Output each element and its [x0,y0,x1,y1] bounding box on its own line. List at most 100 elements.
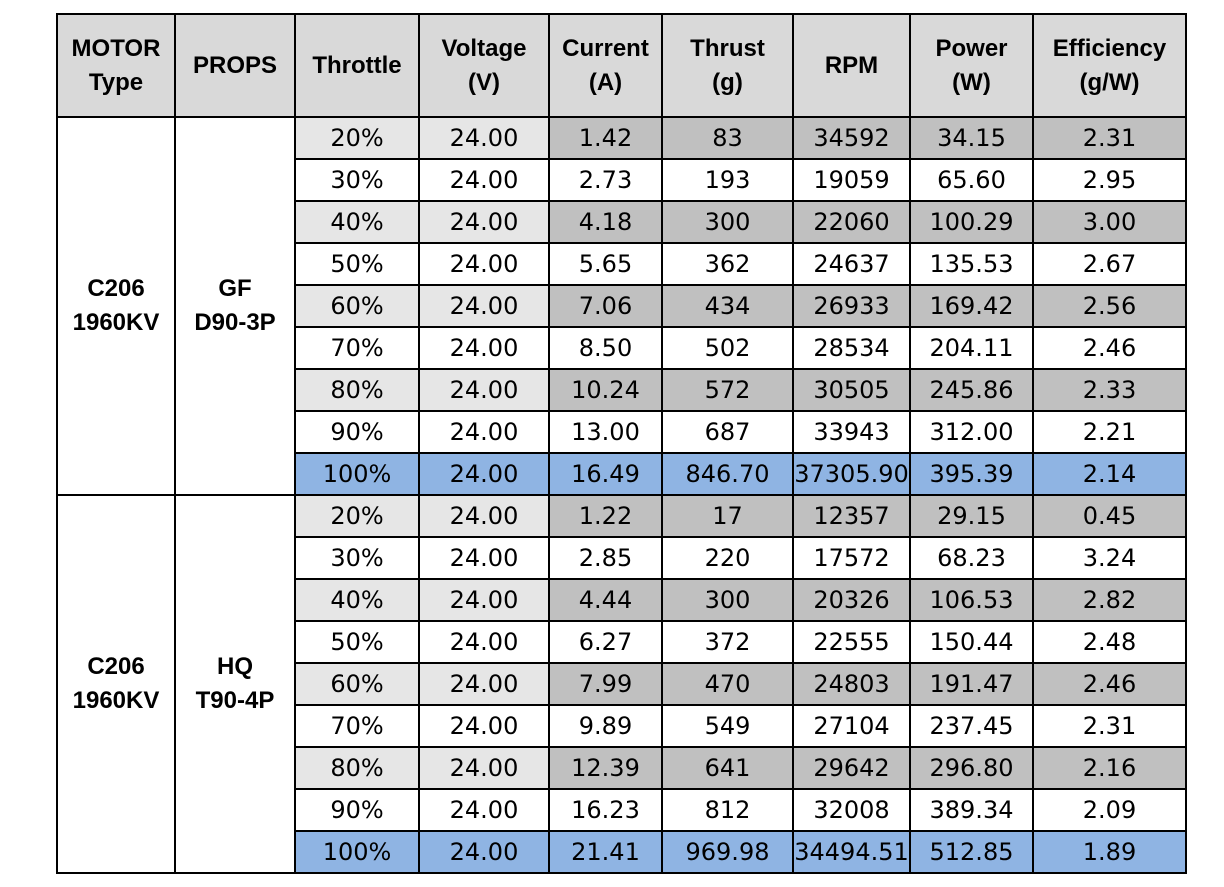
current-cell: 1.22 [548,494,663,538]
power-cell: 150.44 [909,620,1034,664]
power-cell: 512.85 [909,830,1034,874]
power-cell: 169.42 [909,284,1034,328]
thrust-cell: 300 [661,578,794,622]
efficiency-cell: 3.24 [1032,536,1187,580]
rpm-cell: 29642 [792,746,911,790]
power-cell: 68.23 [909,536,1034,580]
throttle-cell: 100% [294,830,420,874]
rpm-cell: 27104 [792,704,911,748]
current-cell: 12.39 [548,746,663,790]
power-cell: 65.60 [909,158,1034,202]
current-cell: 7.99 [548,662,663,706]
rpm-cell: 20326 [792,578,911,622]
rpm-cell: 30505 [792,368,911,412]
efficiency-cell: 2.56 [1032,284,1187,328]
throttle-cell: 70% [294,326,420,370]
rpm-cell: 24637 [792,242,911,286]
thrust-cell: 220 [661,536,794,580]
header-current: Current (A) [548,13,663,118]
table-row: C206 1960KV GF D90-3P 20% 24.00 1.42 83 34592 34.… [56,116,1187,496]
thrust-cell: 193 [661,158,794,202]
motor-test-table: MOTOR Type PROPS Throttle Voltage (V) Curr… [56,13,1187,874]
throttle-cell: 60% [294,284,420,328]
header-motor-type: MOTOR Type [56,13,176,118]
throttle-cell: 50% [294,242,420,286]
table-row: 30% 24.00 2.73 193 19059 65.60 2.95 [57,158,1187,202]
rpm-cell: 22555 [792,620,911,664]
thrust-cell: 687 [661,410,794,454]
power-cell: 245.86 [909,368,1034,412]
power-cell: 204.11 [909,326,1034,370]
efficiency-cell: 0.45 [1032,494,1187,538]
efficiency-cell: 2.09 [1032,788,1187,832]
voltage-cell: 24.00 [418,494,550,538]
table-row: 60% 24.00 7.06 434 26933 169.42 2.56 [57,284,1187,328]
efficiency-cell: 2.21 [1032,410,1187,454]
throttle-cell: 80% [294,746,420,790]
current-cell: 10.24 [548,368,663,412]
rpm-cell: 22060 [792,200,911,244]
table-row: 50% 24.00 6.27 372 22555 150.44 2.48 [57,620,1187,664]
thrust-cell: 362 [661,242,794,286]
voltage-cell: 24.00 [418,326,550,370]
motor-test-table-container: MOTOR Type PROPS Throttle Voltage (V) Curr… [56,13,1187,874]
efficiency-cell: 2.48 [1032,620,1187,664]
throttle-cell: 90% [294,410,420,454]
voltage-cell: 24.00 [418,620,550,664]
table-row: 80% 24.00 10.24 572 30505 245.86 2.33 [57,368,1187,412]
thrust-cell: 641 [661,746,794,790]
voltage-cell: 24.00 [418,536,550,580]
voltage-cell: 24.00 [418,746,550,790]
rpm-cell: 34592 [792,116,911,160]
efficiency-cell: 2.67 [1032,242,1187,286]
voltage-cell: 24.00 [418,158,550,202]
voltage-cell: 24.00 [418,452,550,496]
voltage-cell: 24.00 [418,116,550,160]
efficiency-cell: 2.14 [1032,452,1187,496]
throttle-cell: 90% [294,788,420,832]
current-cell: 9.89 [548,704,663,748]
header-power: Power (W) [909,13,1034,118]
voltage-cell: 24.00 [418,200,550,244]
efficiency-cell: 2.95 [1032,158,1187,202]
rpm-cell: 34494.51 [792,830,911,874]
current-cell: 21.41 [548,830,663,874]
thrust-cell: 502 [661,326,794,370]
current-cell: 1.42 [548,116,663,160]
current-cell: 2.85 [548,536,663,580]
throttle-cell: 60% [294,662,420,706]
thrust-cell: 470 [661,662,794,706]
power-cell: 100.29 [909,200,1034,244]
throttle-cell: 20% [294,494,420,538]
table-row: 70% 24.00 8.50 502 28534 204.11 2.46 [57,326,1187,370]
power-cell: 34.15 [909,116,1034,160]
table-row: 90% 24.00 16.23 812 32008 389.34 2.09 [57,788,1187,832]
current-cell: 6.27 [548,620,663,664]
voltage-cell: 24.00 [418,578,550,622]
thrust-cell: 434 [661,284,794,328]
efficiency-cell: 2.82 [1032,578,1187,622]
voltage-cell: 24.00 [418,368,550,412]
table-row: 40% 24.00 4.44 300 20326 106.53 2.82 [57,578,1187,622]
current-cell: 8.50 [548,326,663,370]
header-row: MOTOR Type PROPS Throttle Voltage (V) Curr… [56,13,1187,118]
thrust-cell: 549 [661,704,794,748]
throttle-cell: 30% [294,536,420,580]
voltage-cell: 24.00 [418,704,550,748]
current-cell: 4.44 [548,578,663,622]
throttle-cell: 40% [294,578,420,622]
efficiency-cell: 1.89 [1032,830,1187,874]
table-row: 100% 24.00 16.49 846.70 37305.90 395.39 2.14 [57,452,1187,496]
table-row: 90% 24.00 13.00 687 33943 312.00 2.21 [57,410,1187,454]
efficiency-cell: 2.31 [1032,704,1187,748]
thrust-cell: 372 [661,620,794,664]
power-cell: 312.00 [909,410,1034,454]
voltage-cell: 24.00 [418,284,550,328]
header-thrust: Thrust (g) [661,13,794,118]
table-row: 50% 24.00 5.65 362 24637 135.53 2.67 [57,242,1187,286]
rpm-cell: 37305.90 [792,452,911,496]
power-cell: 296.80 [909,746,1034,790]
rpm-cell: 33943 [792,410,911,454]
power-cell: 191.47 [909,662,1034,706]
rpm-cell: 12357 [792,494,911,538]
